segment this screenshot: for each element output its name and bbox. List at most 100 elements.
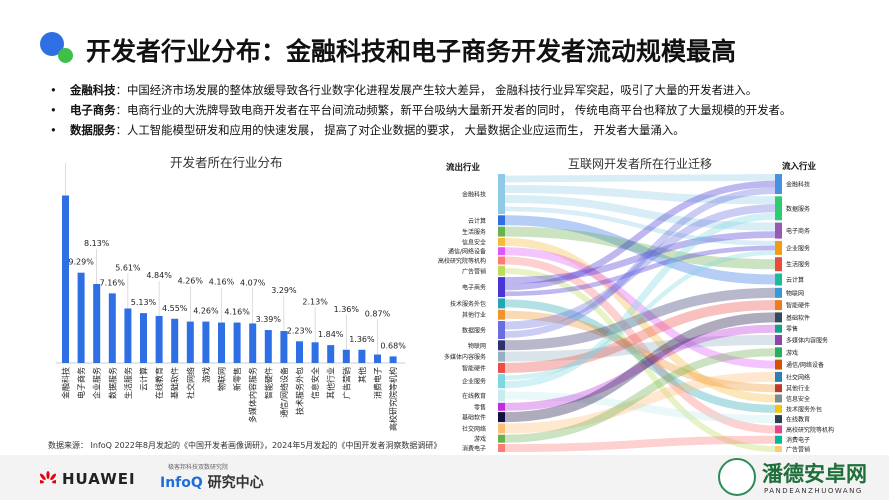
sankey-right-label: 广告营销 <box>786 446 810 454</box>
sankey-right-node <box>775 435 782 444</box>
sankey-left-node <box>498 265 505 276</box>
bar-value-label: 4.84% <box>146 271 172 280</box>
bar-value-label: 4.16% <box>224 308 250 317</box>
sankey-left-label: 通信/网络设备 <box>448 248 486 256</box>
bar-category-label: 高校研究院等机构 <box>388 367 398 431</box>
watermark-cn: 潘德安卓网 <box>762 462 867 486</box>
bullet-sep: ： <box>115 123 127 137</box>
bar <box>77 272 85 363</box>
bullet-key: 数据服务 <box>70 123 116 137</box>
bullet-item-ecommerce: • 电子商务：电商行业的大洗牌导致电商开发者在平台间流动频繁，新平台吸纳大量新开发… <box>50 100 880 120</box>
sankey-right-node <box>775 446 782 452</box>
sankey-left-node <box>498 226 505 237</box>
bar <box>108 293 116 363</box>
bar <box>186 321 194 363</box>
sankey-right-label: 智能硬件 <box>786 302 810 310</box>
sankey-flow <box>504 391 776 424</box>
sankey-left-label: 智能硬件 <box>462 364 486 372</box>
sankey-left-label: 信息安全 <box>462 238 486 246</box>
sankey-right-label: 金融科技 <box>786 181 810 189</box>
sankey-flow <box>504 287 776 351</box>
sankey-flow <box>504 256 776 434</box>
bar <box>358 349 366 363</box>
sankey-left-label: 消费电子 <box>462 445 486 453</box>
sankey-flow <box>504 212 776 389</box>
sankey-left-label: 多媒体内容服务 <box>444 353 486 361</box>
bar <box>342 349 350 363</box>
bar <box>140 313 147 363</box>
bar <box>389 356 397 363</box>
bullet-sep: ： <box>115 83 127 97</box>
bar-value-label: 4.26% <box>193 307 219 316</box>
bar <box>327 345 335 363</box>
sankey-chart-title: 互联网开发者所在行业迁移 <box>568 157 713 171</box>
bar-category-label: 广告营销 <box>341 367 351 399</box>
sankey-left-label: 在线教育 <box>462 392 486 400</box>
bar <box>264 330 272 363</box>
bar-category-label: 信息安全 <box>310 367 320 399</box>
sankey-left-node <box>498 444 505 452</box>
sankey-right-node <box>775 335 782 345</box>
sankey-left-label: 基础软件 <box>462 414 486 422</box>
bar-value-label: 1.36% <box>349 335 375 344</box>
sankey-flow <box>504 245 776 297</box>
sankey-right-node <box>775 394 782 403</box>
sankey-right-node <box>775 324 782 333</box>
sankey-flow <box>504 247 776 369</box>
sankey-right-label: 信息安全 <box>786 395 810 403</box>
sankey-left-node <box>498 423 505 434</box>
watermark-en: PANDEANZHUOWANG <box>764 487 863 495</box>
sankey-right-node <box>775 371 782 382</box>
data-source: 数据来源： InfoQ 2022年8月发起的《中国开发者画像调研》，2024年5… <box>48 441 442 450</box>
sankey-right-node <box>775 404 782 413</box>
sankey-flow <box>504 348 776 443</box>
bullet-list: • 金融科技：中国经济市场发展的整体放缓导致各行业数字化进程发展产生较大差异， 金… <box>50 80 880 140</box>
sankey-flow <box>504 435 776 452</box>
bar-category-label: 通信/网络设备 <box>279 367 289 418</box>
sankey-flow <box>504 324 776 411</box>
sankey-flow <box>504 215 776 285</box>
sankey-right-node <box>775 425 782 434</box>
bar-category-label: 社交网络 <box>185 367 195 399</box>
sankey-right-label: 社交网络 <box>786 373 810 381</box>
sankey-flow <box>504 173 776 183</box>
sankey-right-node <box>775 384 782 393</box>
page-title: 开发者行业分布：金融科技和电子商务开发者流动规模最高 <box>86 37 737 66</box>
huawei-text: HUAWEI <box>62 470 136 488</box>
sankey-left-node <box>498 434 505 443</box>
sankey-flow <box>504 204 776 330</box>
sankey-flow <box>504 237 776 403</box>
sankey-right-node <box>775 240 782 255</box>
bar-category-label: 在线教育 <box>154 367 164 399</box>
sankey-flow <box>504 206 776 246</box>
sankey-right-header: 流入行业 <box>782 162 817 172</box>
bar <box>202 321 210 363</box>
bar <box>124 308 132 363</box>
sankey-right-label: 物联网 <box>786 289 804 297</box>
sankey-right-label: 通信/网络设备 <box>786 361 824 369</box>
sankey-flow <box>504 371 776 434</box>
sankey-flow <box>504 267 776 452</box>
bar <box>93 283 101 363</box>
sankey-left-node <box>498 374 505 389</box>
bar-category-label: 智能硬件 <box>263 367 273 399</box>
bar <box>155 315 163 363</box>
watermark-lotus-icon <box>718 458 756 496</box>
sankey-right-node <box>775 273 782 286</box>
sankey-right-label: 技术服务外包 <box>786 405 822 413</box>
sankey-left-label: 零售 <box>474 403 486 411</box>
sankey-right-node <box>775 196 782 221</box>
sankey-right-node <box>775 300 782 311</box>
bar-value-label: 4.55% <box>162 304 188 313</box>
sankey-right-node <box>775 222 782 239</box>
bar-value-label: 1.36% <box>334 305 360 314</box>
sankey-left-label: 其他行业 <box>462 311 486 319</box>
bar-category-label: 云计算 <box>139 367 149 391</box>
sankey-right-label: 多媒体内容服务 <box>786 337 828 345</box>
sankey-right-node <box>775 347 782 358</box>
sankey-right-label: 云计算 <box>786 276 804 284</box>
sankey-left-label: 云计算 <box>468 217 486 225</box>
bar-category-label: 数据服务 <box>107 367 117 399</box>
sankey-left-label: 游戏 <box>474 435 486 443</box>
sankey-right-node <box>775 174 782 194</box>
